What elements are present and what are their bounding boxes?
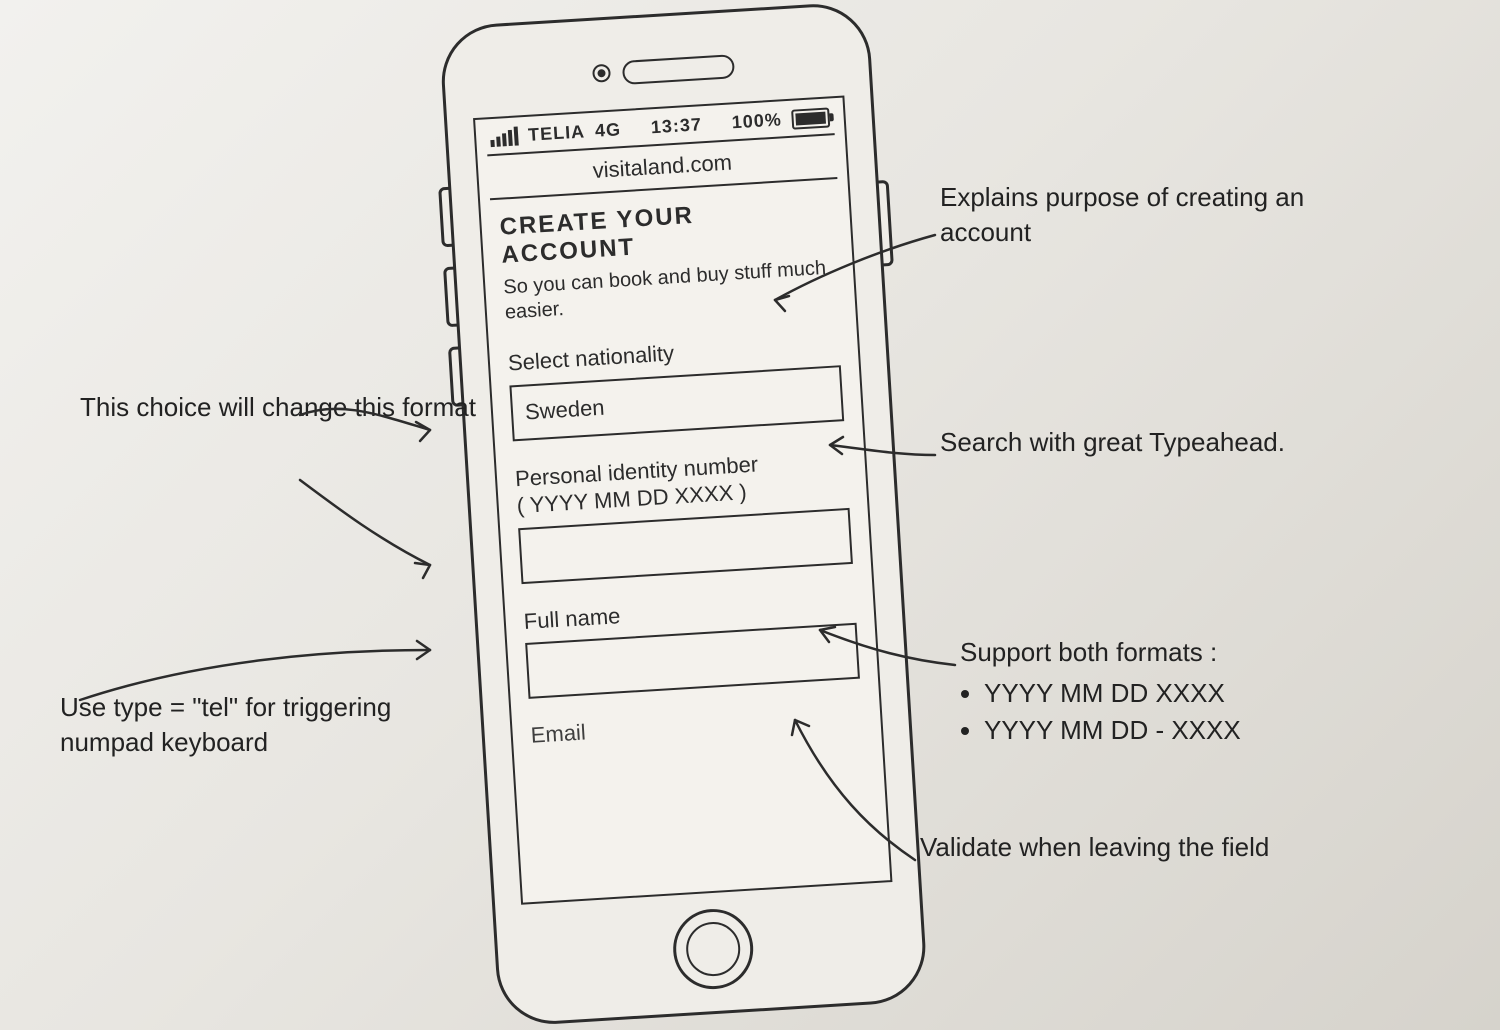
screen: TELIA 4G 13:37 100% visitaland.com CREAT… — [473, 95, 892, 904]
fullname-input[interactable] — [525, 623, 860, 699]
annotation-right-2: Search with great Typeahead. — [940, 425, 1285, 460]
battery-icon — [791, 107, 830, 129]
format-example: YYYY MM DD - XXXX — [984, 713, 1241, 748]
nationality-value: Sweden — [524, 394, 605, 425]
signal-icon — [490, 126, 519, 147]
pin-input[interactable] — [518, 507, 853, 583]
annotation-left-top: This choice will change this format — [80, 390, 476, 425]
home-button[interactable] — [671, 907, 756, 992]
clock: 13:37 — [650, 114, 702, 138]
annotation-left-bottom: Use type = "tel" for triggering numpad k… — [60, 690, 480, 760]
nationality-select[interactable]: Sweden — [509, 365, 844, 441]
camera-icon — [592, 64, 611, 83]
format-example: YYYY MM DD XXXX — [984, 676, 1241, 711]
annotation-right-4: Validate when leaving the field — [920, 830, 1269, 865]
form: CREATE YOUR ACCOUNT So you can book and … — [480, 178, 881, 749]
annotation-right-3: Support both formats : YYYY MM DD XXXX Y… — [960, 635, 1241, 750]
battery-pct: 100% — [731, 109, 782, 133]
carrier-label: TELIA — [528, 121, 586, 145]
speaker-icon — [622, 54, 735, 85]
pin-label: Personal identity number ( YYYY MM DD XX… — [514, 445, 849, 520]
network-label: 4G — [594, 119, 621, 142]
next-field-cutoff: Email — [530, 703, 863, 749]
phone-frame: TELIA 4G 13:37 100% visitaland.com CREAT… — [438, 1, 928, 1027]
annotation-right-1: Explains purpose of creating an account — [940, 180, 1360, 250]
